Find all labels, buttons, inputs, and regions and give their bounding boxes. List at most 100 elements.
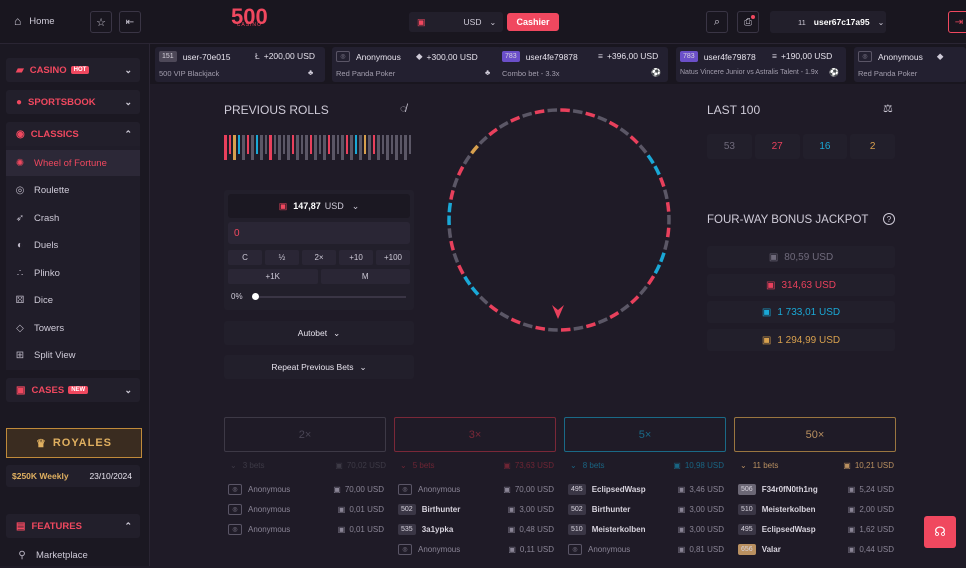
ticker-item[interactable]: ◎Anonymous ◆+300,00 USD Red Panda Poker … [332, 47, 502, 82]
home-link[interactable]: ⌂ Home [14, 14, 55, 28]
sidebar-item-label: Wheel of Fortune [34, 158, 107, 169]
sidebar-item-label: Roulette [34, 185, 69, 196]
sidebar-item-roulette[interactable]: ◎Roulette [6, 177, 138, 203]
favorites-button[interactable]: ☆ [90, 11, 112, 33]
autobet-button[interactable]: Autobet⌄ [224, 321, 414, 345]
last100-stats: 53 27 16 2 [707, 134, 895, 159]
bet-5x-button[interactable]: 5× [564, 417, 726, 452]
sidebar-item-crash[interactable]: ➶Crash [6, 205, 138, 231]
sidebar-section-classics[interactable]: ◉CLASSICS⌃ [6, 122, 140, 146]
sidebar-item-towers[interactable]: ◇Towers [6, 315, 138, 341]
bet-amount: 2,00 USD [859, 505, 894, 514]
roll-bar [337, 135, 340, 154]
wheel-segment [631, 296, 638, 303]
royales-banner[interactable]: ♛ROYALES [6, 428, 142, 458]
level-badge: 495 [568, 484, 586, 495]
currency-label: USD [464, 17, 482, 27]
help-icon[interactable]: ? [883, 213, 895, 225]
double-button[interactable]: 2× [302, 250, 336, 265]
logo[interactable]: 500 CASINO [231, 6, 268, 28]
collapse-sidebar-button[interactable]: ⇤ [119, 11, 141, 33]
user-menu[interactable]: 11 user67c17a95 ⌄ [770, 11, 886, 33]
hide-eye-icon[interactable]: ◌̸ [400, 103, 407, 115]
sidebar-item-dice[interactable]: ⚄Dice [6, 287, 138, 313]
bet-user: Valar [762, 545, 781, 554]
sidebar-item-marketplace[interactable]: ⚲Marketplace [8, 542, 140, 568]
level-badge: 656 [738, 544, 756, 555]
wheel-segment [610, 313, 618, 318]
repeat-bets-button[interactable]: Repeat Previous Bets⌄ [224, 355, 414, 379]
max-button[interactable]: M [321, 269, 411, 284]
wheel-segment [655, 166, 659, 174]
sidebar-item-split-view[interactable]: ⊞Split View [6, 342, 138, 368]
ball-icon: ● [16, 97, 22, 108]
search-icon: ⌕ [714, 16, 720, 29]
bet-3x-button[interactable]: 3× [394, 417, 556, 452]
roll-bar [323, 135, 326, 160]
case-icon: ▣ [16, 385, 25, 396]
chevron-down-icon: ⌄ [124, 65, 132, 76]
level-badge: 783 [502, 51, 520, 62]
roll-bar [305, 135, 308, 160]
chevron-down-icon: ⌄ [878, 18, 885, 27]
plus-1k-button[interactable]: +1K [228, 269, 318, 284]
repeat-label: Repeat Previous Bets [271, 362, 353, 372]
chat-toggle-button[interactable]: ⇥ [948, 11, 966, 33]
wheel-segment [561, 329, 570, 330]
bet-amount-input[interactable]: 0 [228, 222, 410, 244]
balance-scale-icon[interactable]: ⚖ [883, 102, 893, 115]
ticker-user: Anonymous [878, 52, 923, 62]
level-badge: 783 [680, 51, 698, 62]
bet-2x-button[interactable]: 2× [224, 417, 386, 452]
anonymous-icon: ◎ [228, 484, 242, 495]
roll-bar [310, 135, 313, 154]
sidebar-item-duels[interactable]: ◐Duels [6, 232, 138, 258]
ticker-user: user4fe79878 [704, 52, 756, 62]
sidebar-section-features[interactable]: ▤FEATURES⌃ [6, 514, 140, 538]
stack-icon: ≡ [598, 51, 603, 61]
half-button[interactable]: ½ [265, 250, 299, 265]
cashier-button[interactable]: Cashier [507, 13, 559, 31]
sidebar-section-sportsbook[interactable]: ●SPORTSBOOK⌄ [6, 90, 140, 114]
level-badge: 535 [398, 524, 416, 535]
plus-10-button[interactable]: +10 [339, 250, 373, 265]
roll-bar [251, 135, 254, 160]
game-icon: ♣ [485, 68, 490, 77]
bet-50x-button[interactable]: 50× [734, 417, 896, 452]
ticker-item[interactable]: ◎Anonymous◆ Red Panda Poker [854, 47, 966, 82]
search-button[interactable]: ⌕ [706, 11, 728, 33]
new-badge: NEW [68, 386, 88, 394]
bets-summary-5x: ⌄8 bets▣10,98 USD [570, 458, 724, 472]
currency-icon: ▣ [508, 545, 516, 554]
clear-button[interactable]: C [228, 250, 262, 265]
jackpot-blue: ▣1 733,01 USD [707, 301, 895, 323]
wheel-segment [661, 253, 664, 262]
balance-display[interactable]: ▣ 147,87 USD ⌄ [228, 194, 410, 218]
roll-bar [364, 135, 367, 154]
rewards-button[interactable]: ⎙ [737, 11, 759, 33]
support-chat-button[interactable]: ☊ [924, 516, 956, 548]
wheel-segment [648, 155, 653, 163]
currency-selector[interactable]: ▣ USD ⌄ [409, 12, 503, 32]
wheel-segment [449, 203, 450, 212]
crown-icon: ♛ [36, 437, 47, 450]
bet-row: ◎Anonymous▣70,00 USD [228, 482, 384, 496]
sidebar-item-wheel-of-fortune[interactable]: ✺Wheel of Fortune [6, 150, 140, 176]
bet-slider-handle[interactable] [252, 293, 259, 300]
wheel-segment [610, 122, 618, 127]
cashier-label: Cashier [516, 17, 549, 27]
roll-bar [346, 135, 349, 154]
bet-slider-track[interactable] [252, 296, 406, 298]
bet-user: F34r0fN0th1ng [762, 485, 818, 494]
plus-100-button[interactable]: +100 [376, 250, 410, 265]
sidebar-item-plinko[interactable]: ∴Plinko [6, 260, 138, 286]
wheel-segment [480, 297, 487, 304]
anonymous-icon: ◎ [336, 51, 350, 62]
